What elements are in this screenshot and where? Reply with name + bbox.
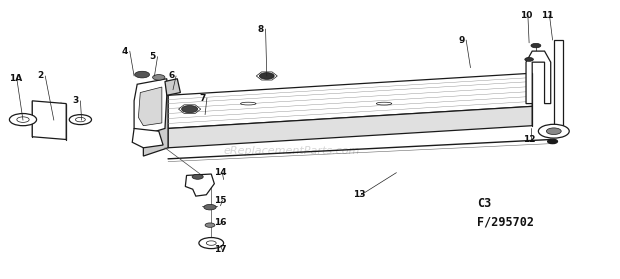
Circle shape xyxy=(204,205,216,210)
Text: 11: 11 xyxy=(541,11,554,20)
Text: 17: 17 xyxy=(215,246,227,254)
Polygon shape xyxy=(554,40,563,134)
Circle shape xyxy=(547,139,557,144)
Circle shape xyxy=(546,128,561,134)
Polygon shape xyxy=(165,79,180,95)
Ellipse shape xyxy=(241,102,256,105)
Text: C3: C3 xyxy=(477,196,491,210)
Polygon shape xyxy=(179,105,201,114)
Text: 8: 8 xyxy=(257,25,264,33)
Polygon shape xyxy=(32,101,66,140)
Circle shape xyxy=(525,57,533,61)
Text: 13: 13 xyxy=(353,190,366,199)
Circle shape xyxy=(9,114,37,126)
Text: 1A: 1A xyxy=(9,74,22,83)
Polygon shape xyxy=(185,174,215,196)
Polygon shape xyxy=(256,72,277,80)
Text: 15: 15 xyxy=(215,196,227,205)
Polygon shape xyxy=(138,87,162,126)
Circle shape xyxy=(259,73,274,79)
Polygon shape xyxy=(168,106,532,148)
Circle shape xyxy=(17,117,29,122)
Text: 6: 6 xyxy=(168,71,174,80)
Circle shape xyxy=(205,223,215,227)
Text: 9: 9 xyxy=(458,35,464,45)
Polygon shape xyxy=(134,79,167,134)
Polygon shape xyxy=(168,73,532,128)
Text: 14: 14 xyxy=(215,168,227,177)
Ellipse shape xyxy=(376,102,392,105)
Polygon shape xyxy=(143,95,168,156)
Polygon shape xyxy=(132,128,163,148)
Text: 16: 16 xyxy=(215,218,227,227)
Circle shape xyxy=(531,43,541,48)
Text: 2: 2 xyxy=(37,71,43,80)
Circle shape xyxy=(182,105,198,113)
Circle shape xyxy=(199,237,224,249)
Circle shape xyxy=(153,74,165,80)
Circle shape xyxy=(206,241,216,245)
Circle shape xyxy=(76,117,86,122)
Text: 12: 12 xyxy=(523,135,536,144)
Text: F/295702: F/295702 xyxy=(477,216,534,229)
Circle shape xyxy=(69,115,92,125)
Circle shape xyxy=(192,174,203,179)
Text: 5: 5 xyxy=(149,52,156,61)
Circle shape xyxy=(135,71,149,78)
Text: eReplacementParts.com: eReplacementParts.com xyxy=(223,146,360,156)
Polygon shape xyxy=(526,51,551,104)
Text: 3: 3 xyxy=(73,96,79,105)
Text: 4: 4 xyxy=(122,47,128,56)
Circle shape xyxy=(538,124,569,138)
Text: 10: 10 xyxy=(520,11,532,20)
Text: 7: 7 xyxy=(199,93,205,103)
